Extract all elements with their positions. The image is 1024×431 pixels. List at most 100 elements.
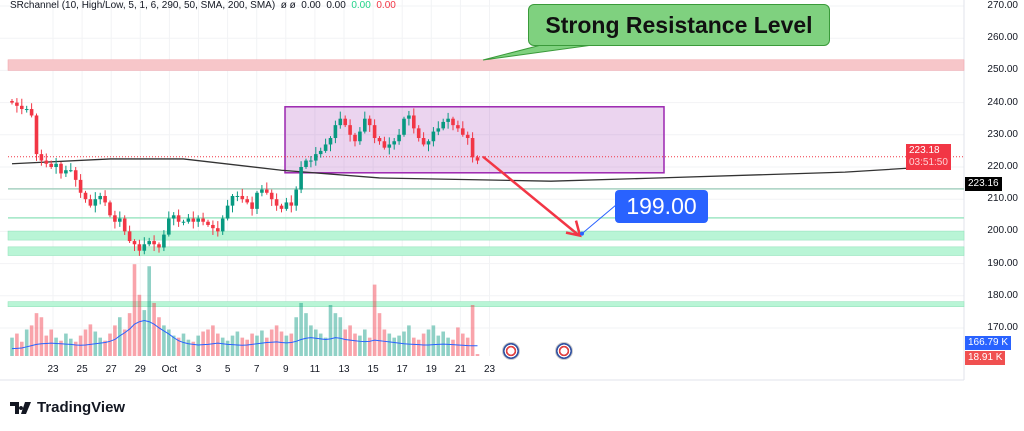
candle [250,196,254,216]
candle [402,116,406,137]
callout-tail [482,43,601,61]
volume-bar [338,317,343,356]
candle [39,149,44,166]
us-flag-event-icon[interactable] [502,342,520,360]
volume-bar [407,325,411,356]
legend-value: 0.00 [376,0,396,11]
candle-body [426,141,431,145]
price-axis-label: 210.00 [987,193,1018,205]
candle-body [132,241,137,245]
volume-bar [265,337,269,356]
candle [142,237,147,255]
volume-bar [118,317,122,356]
candle-body [465,134,470,139]
candle-body [461,128,465,135]
candle-body [260,189,264,193]
candle [314,147,318,166]
volume-bar [122,329,127,356]
candle [113,210,117,229]
candle-body [274,199,279,206]
candle [196,215,200,227]
candle [289,195,294,213]
volume-bar [39,317,44,356]
candle-body [284,202,289,209]
candle-body [83,192,88,200]
volume-bar [377,313,382,356]
resistance-zone [7,59,965,71]
candle-body [191,218,196,222]
volume-bar [309,325,313,356]
volume-bar [29,325,34,356]
volume-bar [416,339,421,356]
candle [407,110,411,126]
candle-body [162,234,166,248]
volume-ma-tag: 166.79 K [965,336,1012,350]
volume-bar [446,337,450,356]
tradingview-logo[interactable]: TradingView [10,399,125,416]
volume-bar [20,341,24,356]
tradingview-logo-icon [10,401,31,414]
volume-bar [113,325,117,356]
candle [69,163,73,173]
target-price-label[interactable]: 199.00 [615,190,708,223]
brand-name: TradingView [37,399,126,416]
candle [372,119,377,144]
candle [108,200,112,218]
candle-body [309,160,313,162]
volume-bar [304,313,308,356]
volume-bar [211,325,215,356]
candle-body [235,195,240,197]
candle [93,192,98,213]
candle-body [392,141,396,145]
candle [269,189,274,206]
candle [64,165,68,177]
volume-bar [225,340,230,356]
us-flag-event-icon[interactable] [555,342,573,360]
candle-body [372,125,377,139]
volume-bar [412,337,416,356]
resistance-callout[interactable]: Strong Resistance Level [528,4,830,46]
volume-bar [167,329,171,356]
candle-body [211,224,215,229]
candle-body [318,150,323,155]
candle-body [196,218,200,222]
volume-bar [83,329,88,356]
candle-body [186,218,191,222]
candle [83,190,88,203]
candle-body [34,115,39,155]
candle [103,190,107,206]
volume-tag: 18.91 K [965,351,1006,365]
indicator-legend[interactable]: SRchannel (10, High/Low, 5, 1, 6, 290, 5… [10,0,396,11]
candle [323,138,328,153]
candle-body [358,131,362,142]
candle-body [412,115,416,129]
volume-bar [470,305,475,356]
candle [98,192,102,205]
volume-bar [274,325,279,356]
candle-body [436,128,441,132]
candle-body [456,125,460,129]
candle [122,215,127,235]
candle-body [15,102,19,106]
volume-bar [73,341,78,356]
candle [157,242,161,253]
price-axis-label: 270.00 [987,0,1018,11]
candle [377,136,382,145]
volume-bar [206,329,210,356]
candle [152,235,156,252]
time-axis-label: 9 [283,364,289,375]
candle [431,127,436,147]
candle-body [225,205,230,219]
volume-bar [343,329,347,356]
time-axis-label: 3 [195,364,202,375]
volume-bar [461,333,465,356]
candle [191,211,196,229]
candle-body [201,218,205,222]
candle [451,116,455,131]
candle [456,120,460,132]
candle-body [353,134,357,142]
volume-bar [78,335,83,356]
candle [44,153,49,168]
